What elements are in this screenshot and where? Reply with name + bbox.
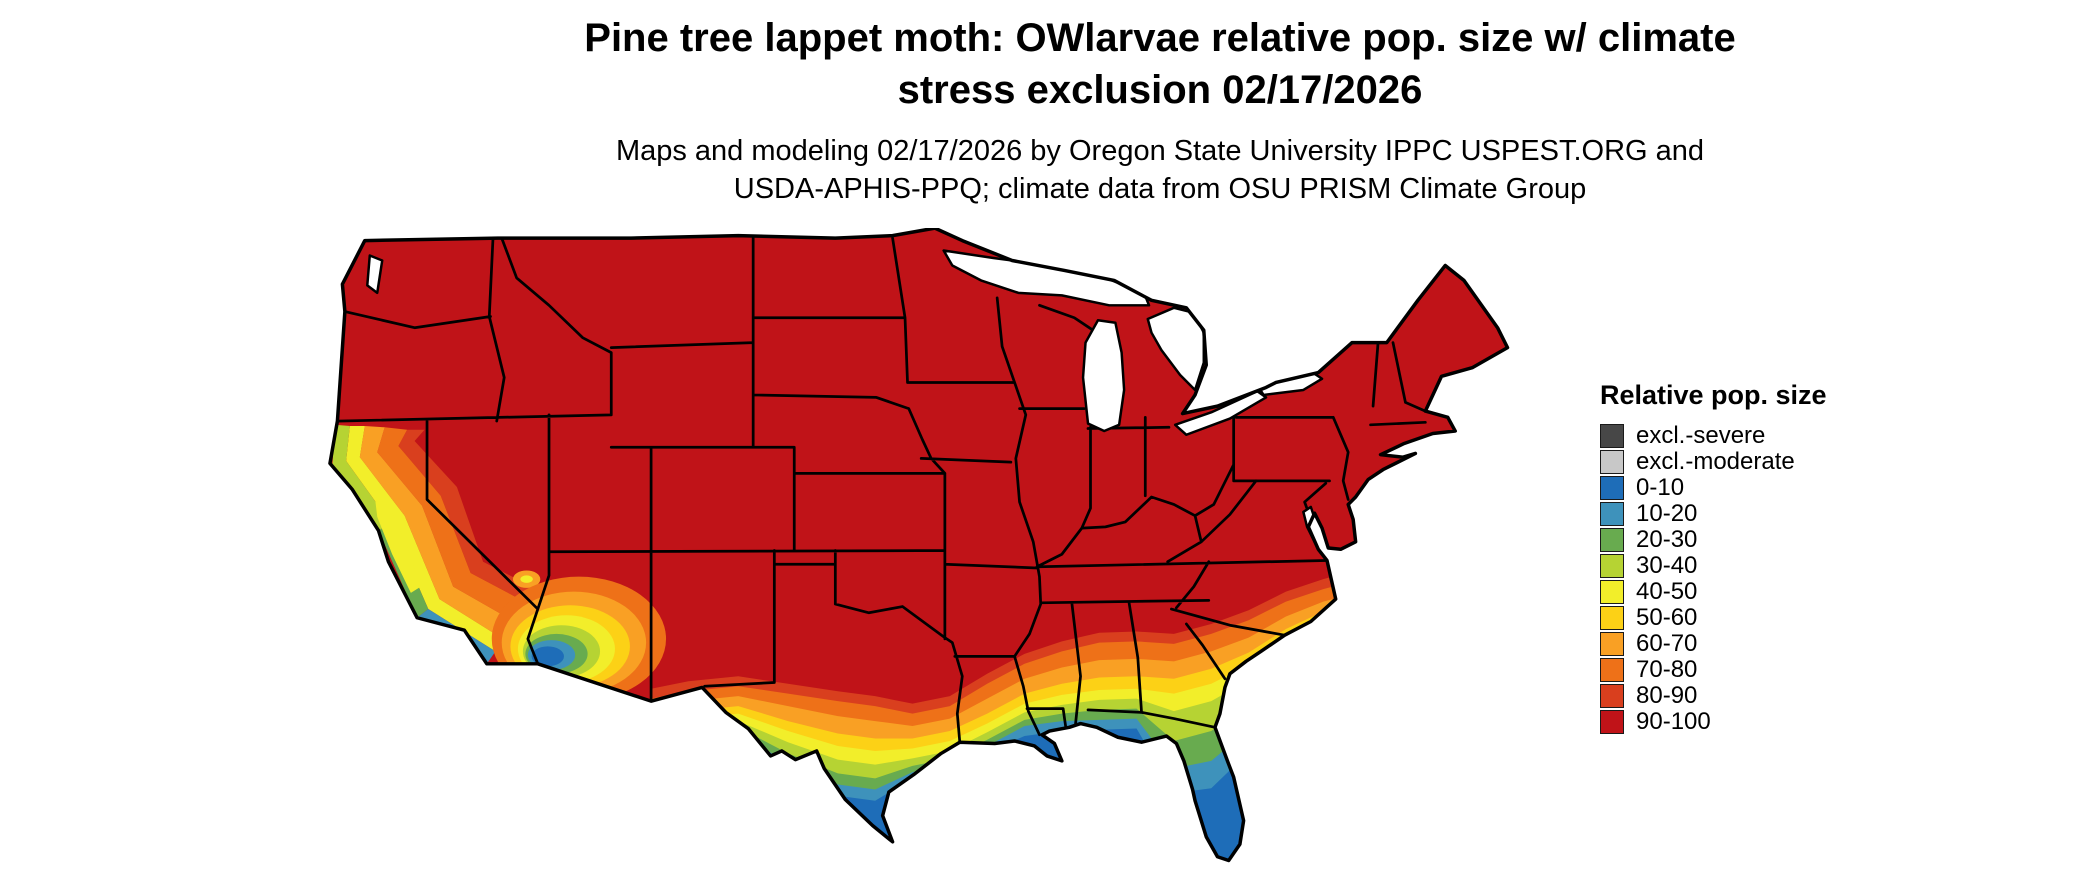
vegas-40-50: [520, 575, 533, 583]
ca-band-60-70: [359, 426, 515, 639]
legend-item-60-70: 60-70: [1600, 631, 1827, 657]
figure-titles: Pine tree lappet moth: OWlarvae relative…: [200, 12, 2100, 208]
legend-label: 0-10: [1636, 474, 1685, 501]
map-title-line-2: stress exclusion 02/17/2026: [897, 68, 1423, 112]
us-map-svg: [328, 228, 1510, 863]
map-subtitle: Maps and modeling 02/17/2026 by Oregon S…: [200, 132, 2100, 208]
legend-label: 30-40: [1636, 552, 1698, 579]
us-outline: [328, 228, 1510, 863]
legend-label: 10-20: [1636, 500, 1698, 527]
legend-label: excl.-severe: [1636, 422, 1766, 449]
legend-swatch-60-70: [1600, 632, 1624, 656]
legend-swatch-excl-moderate: [1600, 450, 1624, 474]
legend-item-80-90: 80-90: [1600, 683, 1827, 709]
legend-swatch-80-90: [1600, 684, 1624, 708]
legend-swatch-70-80: [1600, 658, 1624, 682]
legend-item-10-20: 10-20: [1600, 501, 1827, 527]
legend-swatch-10-20: [1600, 502, 1624, 526]
ca-central-valley-40-50: [374, 495, 421, 593]
map-title-line-1: Pine tree lappet moth: OWlarvae relative…: [584, 16, 1736, 60]
legend-item-90-100: 90-100: [1600, 709, 1827, 735]
map-subtitle-line-2: USDA-APHIS-PPQ; climate data from OSU PR…: [733, 173, 1587, 205]
puget-sound: [366, 254, 384, 295]
legend-title: Relative pop. size: [1600, 380, 1827, 410]
state-borders: [336, 236, 1427, 744]
legend-label: 40-50: [1636, 578, 1698, 605]
legend-swatch-40-50: [1600, 580, 1624, 604]
lake-michigan: [1081, 319, 1126, 433]
legend-label: 20-30: [1636, 526, 1698, 553]
legend-swatch-30-40: [1600, 554, 1624, 578]
great-lakes: [366, 249, 1326, 549]
us-population-map: [315, 228, 1510, 888]
legend-item-40-50: 40-50: [1600, 579, 1827, 605]
legend-item-50-60: 50-60: [1600, 605, 1827, 631]
legend-swatch-50-60: [1600, 606, 1624, 630]
az-core-0-10: [531, 646, 564, 667]
legend-swatch-0-10: [1600, 476, 1624, 500]
legend-item-0-10: 0-10: [1600, 475, 1827, 501]
legend-swatch-90-100: [1600, 710, 1624, 734]
ca-band-70-80: [377, 427, 527, 622]
legend-item-70-80: 70-80: [1600, 657, 1827, 683]
legend-item-20-30: 20-30: [1600, 527, 1827, 553]
ca-band-80-90: [398, 429, 537, 603]
legend-item-excl-moderate: excl.-moderate: [1600, 449, 1827, 475]
map-fill-layers: [329, 228, 1508, 861]
arizona-gradient: [491, 576, 667, 702]
legend-swatch-20-30: [1600, 528, 1624, 552]
legend-label: 90-100: [1636, 708, 1711, 735]
legend-label: 70-80: [1636, 656, 1698, 683]
legend-item-excl-severe: excl.-severe: [1600, 423, 1827, 449]
legend-label: 60-70: [1636, 630, 1698, 657]
legend-label: 80-90: [1636, 682, 1698, 709]
lake-huron: [1146, 306, 1206, 392]
legend-label: 50-60: [1636, 604, 1698, 631]
legend: Relative pop. size excl.-severe excl.-mo…: [1600, 380, 1827, 735]
map-subtitle-line-1: Maps and modeling 02/17/2026 by Oregon S…: [615, 135, 1705, 167]
legend-label: excl.-moderate: [1636, 448, 1795, 475]
band-90-100: [329, 228, 1508, 861]
lake-erie: [1173, 389, 1268, 437]
legend-item-30-40: 30-40: [1600, 553, 1827, 579]
legend-swatch-excl-severe: [1600, 424, 1624, 448]
